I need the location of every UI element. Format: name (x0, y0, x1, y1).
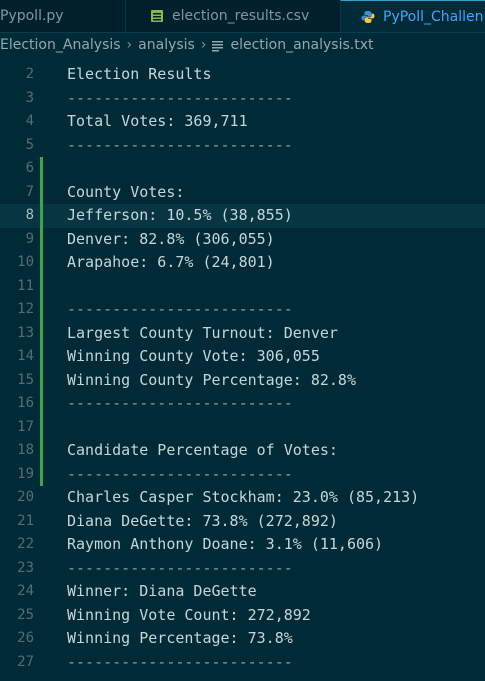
line-text: Diana DeGette: 73.8% (272,892) (67, 511, 338, 530)
line-number: 4 (25, 113, 34, 129)
line-text: ------------------------- (67, 135, 293, 154)
code-line[interactable]: 8 Jefferson: 10.5% (38,855) (0, 204, 485, 228)
line-number: 21 (17, 512, 34, 529)
line-text: Election Results (67, 65, 212, 83)
code-line[interactable]: 25 Winning Vote Count: 272,892 (0, 604, 485, 628)
line-text: ------------------------- (67, 558, 293, 577)
code-line[interactable]: 16 ------------------------- (0, 392, 485, 416)
code-line[interactable]: 18 Candidate Percentage of Votes: (0, 439, 485, 463)
line-text: Charles Casper Stockham: 23.0% (85,213) (67, 488, 420, 506)
code-line[interactable]: 2 Election Results (0, 63, 485, 87)
line-number: 9 (25, 230, 34, 247)
line-text: Jefferson: 10.5% (38,855) (67, 206, 293, 224)
line-number: 25 (17, 606, 34, 623)
tab-bar: Pypoll.py election_results.csv PyPoll_Ch… (0, 0, 485, 32)
line-text: Winner: Diana DeGette (67, 582, 257, 600)
line-number: 5 (25, 136, 34, 153)
line-text: Winning County Percentage: 82.8% (67, 370, 356, 389)
line-number: 20 (17, 489, 34, 505)
tab-divider (0, 32, 485, 33)
line-number: 19 (17, 465, 34, 482)
tab-label: Pypoll.py (0, 8, 64, 24)
python-file-icon (361, 10, 375, 24)
line-number: 11 (17, 277, 34, 294)
line-text: Denver: 82.8% (306,055) (67, 229, 275, 248)
line-number: 12 (17, 301, 34, 317)
line-text: Candidate Percentage of Votes: (67, 441, 338, 459)
line-text: ------------------------- (67, 394, 293, 412)
line-number: 2 (25, 66, 34, 82)
line-text: ------------------------- (67, 464, 293, 483)
code-line[interactable]: 7 County Votes: (0, 181, 485, 205)
line-number: 16 (17, 395, 34, 411)
line-number: 17 (17, 418, 34, 435)
line-number: 23 (17, 559, 34, 576)
code-line[interactable]: 23 ------------------------- (0, 557, 485, 581)
line-number: 27 (17, 653, 34, 670)
line-text: Raymon Anthony Doane: 3.1% (11,606) (67, 535, 384, 553)
line-text: Largest County Turnout: Denver (67, 323, 338, 342)
line-text: Winning Percentage: 73.8% (67, 629, 293, 647)
tab-election-results[interactable]: election_results.csv (125, 0, 340, 32)
breadcrumb-folder-election-analysis[interactable]: Election_Analysis (0, 37, 121, 53)
tab-pypoll[interactable]: Pypoll.py (0, 0, 115, 32)
line-text: County Votes: (67, 182, 185, 201)
code-editor[interactable]: 2 Election Results 3 ----------------------… (0, 57, 485, 681)
line-number: 3 (25, 89, 34, 106)
line-number: 13 (17, 324, 34, 341)
code-line[interactable]: 17 (0, 416, 485, 440)
code-line[interactable]: 12 ------------------------- (0, 298, 485, 322)
line-text: Winning Vote Count: 272,892 (67, 605, 311, 624)
line-number: 26 (17, 630, 34, 646)
csv-file-icon (150, 9, 164, 23)
code-line[interactable]: 22 Raymon Anthony Doane: 3.1% (11,606) (0, 533, 485, 557)
line-number: 22 (17, 536, 34, 552)
code-line[interactable]: 27 ------------------------- (0, 651, 485, 675)
code-line[interactable]: 15 Winning County Percentage: 82.8% (0, 369, 485, 393)
breadcrumb-file[interactable]: election_analysis.txt (230, 37, 374, 53)
line-text: Winning County Vote: 306,055 (67, 347, 320, 365)
line-number: 10 (17, 254, 34, 270)
line-number: 14 (17, 348, 34, 364)
chevron-right-icon: › (200, 37, 207, 53)
code-line[interactable]: 3 ------------------------- (0, 87, 485, 111)
line-text: ------------------------- (67, 88, 293, 107)
code-line[interactable]: 24 Winner: Diana DeGette (0, 580, 485, 604)
code-line[interactable]: 19 ------------------------- (0, 463, 485, 487)
code-line[interactable]: 6 (0, 157, 485, 181)
text-file-icon (212, 40, 224, 51)
line-text: ------------------------- (67, 300, 293, 318)
line-number: 7 (25, 183, 34, 200)
line-number: 24 (17, 583, 34, 599)
code-line[interactable]: 13 Largest County Turnout: Denver (0, 322, 485, 346)
line-number: 6 (25, 160, 34, 176)
breadcrumb: Election_Analysis › analysis › election_… (0, 33, 485, 57)
tab-pypoll-challenge[interactable]: PyPoll_Challen (340, 0, 485, 32)
line-text: ------------------------- (67, 652, 293, 671)
tab-label: election_results.csv (172, 8, 310, 24)
breadcrumb-folder-analysis[interactable]: analysis (138, 37, 195, 53)
code-line[interactable]: 14 Winning County Vote: 306,055 (0, 345, 485, 369)
tab-label: PyPoll_Challen (383, 8, 484, 25)
code-line[interactable]: 20 Charles Casper Stockham: 23.0% (85,213… (0, 486, 485, 510)
modified-lines-gutter-marker (40, 157, 43, 486)
code-line[interactable]: 26 Winning Percentage: 73.8% (0, 627, 485, 651)
code-line[interactable]: 5 ------------------------- (0, 134, 485, 158)
code-line[interactable]: 10 Arapahoe: 6.7% (24,801) (0, 251, 485, 275)
line-number: 15 (17, 371, 34, 388)
line-number: 8 (25, 207, 34, 223)
line-text: Total Votes: 369,711 (67, 112, 248, 130)
code-line[interactable]: 21 Diana DeGette: 73.8% (272,892) (0, 510, 485, 534)
code-line[interactable]: 11 (0, 275, 485, 299)
code-line[interactable]: 9 Denver: 82.8% (306,055) (0, 228, 485, 252)
code-line[interactable]: 4 Total Votes: 369,711 (0, 110, 485, 134)
chevron-right-icon: › (126, 37, 133, 53)
line-number: 18 (17, 442, 34, 458)
line-text: Arapahoe: 6.7% (24,801) (67, 253, 275, 271)
